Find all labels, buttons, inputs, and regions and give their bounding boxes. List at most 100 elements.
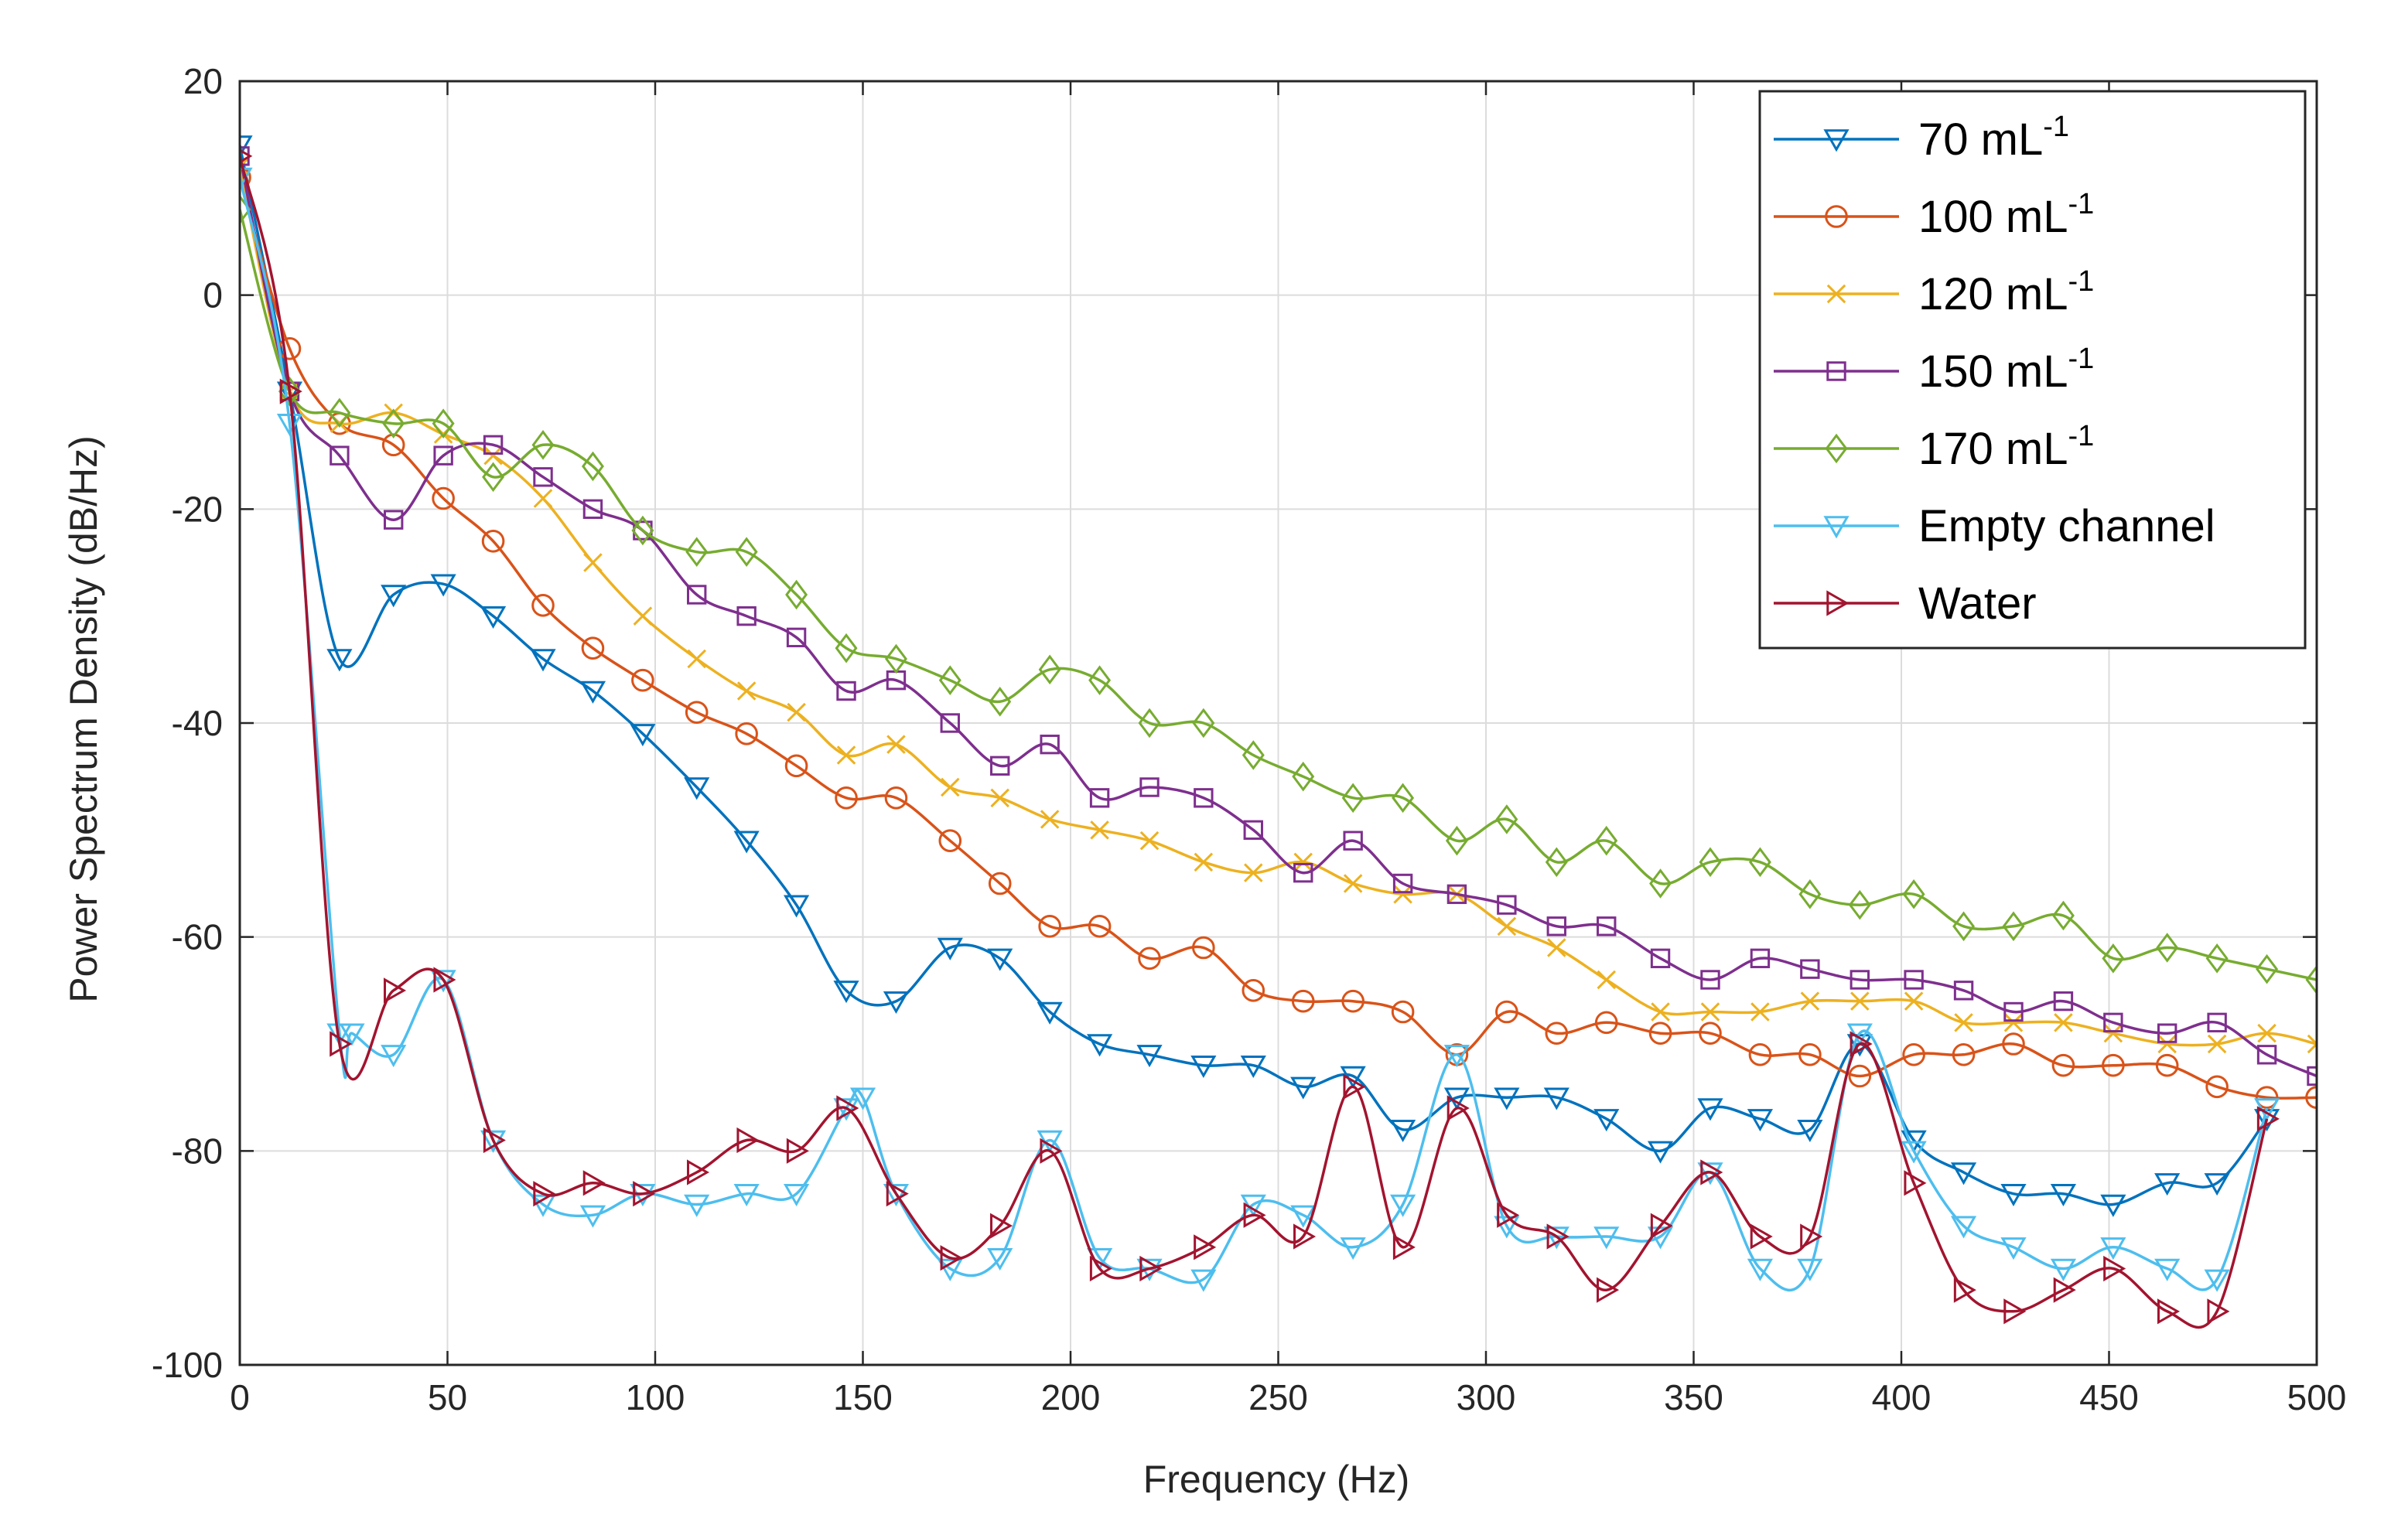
data-point-marker: [1595, 825, 1618, 856]
data-point-marker: [990, 756, 1010, 776]
data-point-marker: [2103, 1255, 2126, 1282]
data-point-marker: [240, 135, 253, 159]
data-point-marker: [1850, 991, 1870, 1011]
data-point-marker: [835, 633, 858, 663]
data-point-marker: [1902, 879, 1925, 909]
legend-item: Water: [1774, 578, 2037, 629]
legend-marker: [1826, 361, 1846, 381]
data-point-marker: [2051, 1053, 2075, 1077]
data-point-marker: [1392, 1234, 1416, 1260]
data-point-marker: [733, 1183, 760, 1206]
data-point-marker: [2207, 1034, 2227, 1054]
axes: 0 50 100 150 200 250 300 350 400 450 500200-20-40-…: [152, 61, 2346, 1417]
data-point-marker: [582, 499, 603, 520]
data-point-marker: [1192, 936, 1215, 960]
data-point-marker: [1447, 1095, 1470, 1121]
y-tick-label: -20: [172, 489, 223, 529]
series-line: [240, 177, 2317, 1100]
data-point-marker: [1240, 1055, 1266, 1078]
data-point-marker: [1290, 1205, 1317, 1228]
data-point-marker: [1343, 831, 1363, 851]
legend-label-text: 70 mL: [1918, 114, 2043, 165]
data-point-marker: [1953, 981, 1974, 1001]
data-point-marker: [1340, 1237, 1366, 1260]
data-point-marker: [1040, 1138, 1063, 1164]
data-point-marker: [1088, 665, 1112, 695]
data-point-marker: [1291, 989, 1315, 1013]
data-point-marker: [1244, 863, 1263, 882]
data-point-marker: [432, 408, 455, 438]
data-point-marker: [1242, 979, 1265, 1002]
x-tick-label: 350: [1664, 1377, 1723, 1417]
data-point-marker: [1902, 1043, 1925, 1066]
data-point-marker: [2256, 1106, 2280, 1132]
data-point-marker: [531, 430, 555, 460]
data-point-marker: [1089, 788, 1110, 808]
data-point-marker: [1341, 989, 1365, 1013]
legend-marker: [1826, 284, 1846, 304]
y-axis-label: Power Spectrum Density (dB/Hz): [62, 435, 105, 1003]
data-point-marker: [1953, 1277, 1976, 1303]
data-point-marker: [687, 1159, 710, 1185]
data-point-marker: [2000, 1183, 2027, 1206]
data-point-marker: [630, 724, 656, 747]
x-tick-label: 100: [626, 1377, 685, 1417]
data-point-marker: [2256, 953, 2279, 984]
data-point-marker: [884, 786, 908, 810]
data-point-marker: [2156, 933, 2179, 963]
data-point-marker: [1798, 1043, 1822, 1066]
data-point-marker: [1243, 820, 1263, 841]
data-point-marker: [1292, 761, 1315, 792]
data-point-marker: [1390, 1194, 1416, 1217]
data-point-marker: [687, 585, 707, 605]
data-point-marker: [2000, 1237, 2027, 1260]
data-point-marker: [1040, 734, 1060, 755]
data-point-marker: [480, 1130, 507, 1153]
data-point-marker: [432, 486, 455, 510]
data-point-marker: [684, 1194, 710, 1217]
x-tick-label: 0: [230, 1377, 250, 1417]
data-point-marker: [1089, 1255, 1112, 1282]
data-point-marker: [579, 1205, 606, 1228]
data-point-marker: [2257, 1023, 2276, 1043]
data-point-marker: [2002, 911, 2025, 942]
data-point-marker: [786, 627, 807, 648]
data-point-marker: [1650, 1213, 1673, 1239]
data-point-marker: [581, 451, 604, 482]
data-point-marker: [581, 636, 605, 660]
data-point-marker: [1138, 708, 1161, 739]
data-point-marker: [1750, 1223, 1773, 1250]
data-point-marker: [430, 574, 456, 597]
data-point-marker: [2205, 1075, 2229, 1099]
data-point-marker: [937, 937, 963, 960]
legend-label-superscript: -1: [2068, 265, 2094, 298]
data-point-marker: [2002, 1032, 2025, 1056]
data-point-marker: [883, 991, 910, 1014]
data-point-marker: [836, 681, 856, 701]
data-point-marker: [1037, 1001, 1063, 1025]
data-point-marker: [2157, 1298, 2181, 1325]
data-point-marker: [1901, 1141, 1927, 1164]
x-axis-label: Frequency (Hz): [1143, 1458, 1410, 1501]
legend-label-superscript: -1: [2043, 111, 2069, 143]
data-point-marker: [2307, 1066, 2317, 1086]
data-point-marker: [886, 1181, 909, 1207]
data-point-marker: [989, 687, 1012, 717]
data-point-marker: [1850, 970, 1870, 990]
data-point-marker: [2204, 1269, 2230, 1292]
data-point-marker: [987, 948, 1013, 971]
data-point-marker: [1545, 847, 1568, 878]
data-point-marker: [631, 668, 654, 692]
data-point-marker: [1447, 884, 1467, 905]
data-point-marker: [2102, 1053, 2125, 1077]
legend-box: [1758, 90, 2307, 650]
data-point-marker: [1797, 1258, 1823, 1281]
series-line: [240, 155, 2317, 1078]
y-tick-label: -60: [172, 917, 223, 957]
data-point-marker: [279, 378, 302, 404]
data-point-marker: [1293, 852, 1313, 872]
data-point-marker: [240, 157, 250, 176]
data-point-marker: [733, 831, 760, 854]
data-point-marker: [1594, 1011, 1618, 1035]
